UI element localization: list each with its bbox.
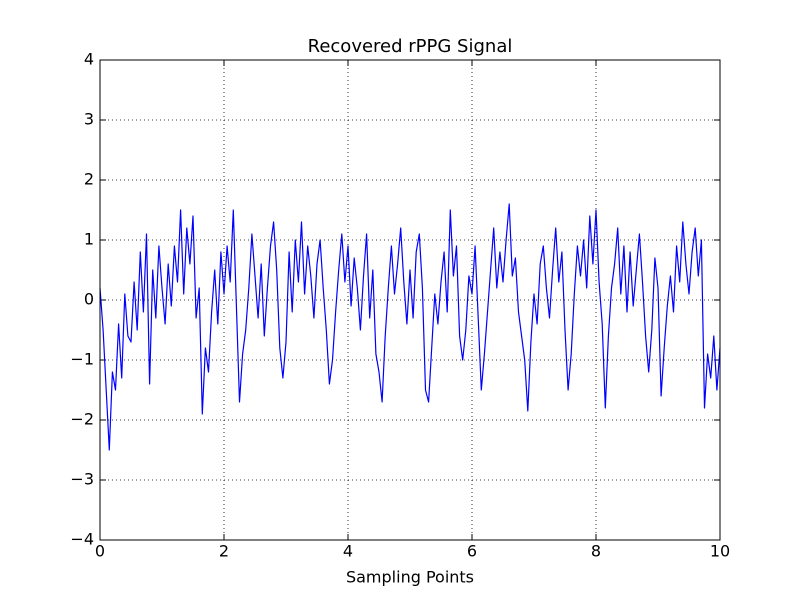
y-tick-label: −3 <box>70 470 94 489</box>
x-tick-label: 10 <box>710 542 730 561</box>
x-tick-label: 8 <box>591 542 601 561</box>
x-axis-label: Sampling Points <box>346 568 474 587</box>
x-tick-label: 4 <box>343 542 353 561</box>
x-tick-label: 2 <box>219 542 229 561</box>
x-tick-label: 6 <box>467 542 477 561</box>
x-tick-label: 0 <box>95 542 105 561</box>
y-tick-label: 0 <box>84 290 94 309</box>
y-tick-label: 2 <box>84 170 94 189</box>
y-tick-label: −4 <box>70 530 94 549</box>
data-line <box>99 203 721 451</box>
y-tick-label: 4 <box>84 50 94 69</box>
y-tick-label: 1 <box>84 230 94 249</box>
plot-frame <box>99 59 721 541</box>
y-tick-label: −2 <box>70 410 94 429</box>
y-tick-label: −1 <box>70 350 94 369</box>
chart-title: Recovered rPPG Signal <box>308 36 513 57</box>
y-tick-label: 3 <box>84 110 94 129</box>
